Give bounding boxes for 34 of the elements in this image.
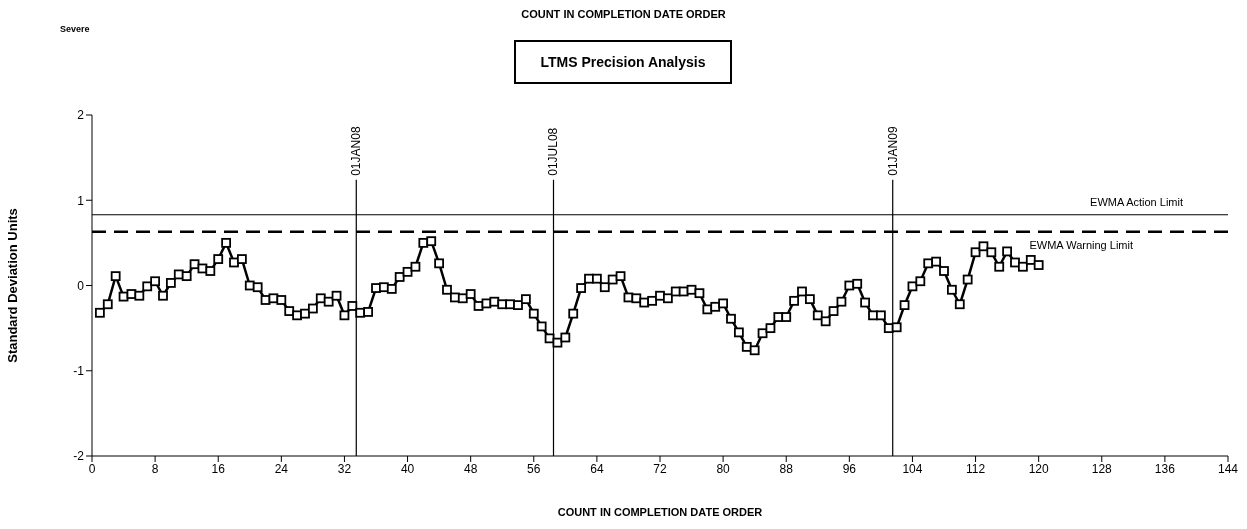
x-tick-label: 112 [965,461,986,476]
x-tick-label: 72 [653,461,667,476]
y-tick-label: 0 [77,278,85,293]
x-tick-label: 48 [463,461,478,476]
x-tick-label: 104 [902,461,923,476]
x-tick-label: 8 [151,461,159,476]
y-tick-label: 1 [77,193,85,208]
y-tick-label: -2 [73,449,85,464]
x-tick-label: 144 [1217,461,1239,476]
ref-line-label: 01JAN08 [349,126,364,176]
ref-line-label: 01JUL08 [546,127,561,176]
x-tick-label: 88 [779,461,794,476]
y-tick-label: 2 [77,108,85,123]
x-tick-label: 128 [1091,461,1113,476]
ref-line-label: EWMA Action Limit [1090,195,1183,208]
x-tick-label: 120 [1028,461,1049,476]
x-tick-label: 32 [337,461,352,476]
x-tick-label: 40 [400,461,415,476]
x-tick-label: 136 [1154,461,1176,476]
x-tick-label: 80 [716,461,731,476]
x-tick-label: 56 [527,461,541,476]
ref-line-label: EWMA Warning Limit [1029,238,1133,251]
y-tick-label: -1 [73,364,85,379]
x-tick-label: 64 [590,461,604,476]
chart-subtitle: COUNT IN COMPLETION DATE ORDER [520,8,727,20]
x-tick-label: 16 [211,461,226,476]
x-tick-label: 96 [842,461,857,476]
x-axis-title: COUNT IN COMPLETION DATE ORDER [557,506,763,518]
ref-line-label: 01JAN09 [885,126,900,176]
x-tick-label: 0 [88,461,96,476]
text: Severe [60,24,90,34]
y-axis-title: Standard Deviation Units [4,208,20,363]
x-tick-label: 24 [274,461,289,476]
chart-title: LTMS Precision Analysis [514,40,732,84]
